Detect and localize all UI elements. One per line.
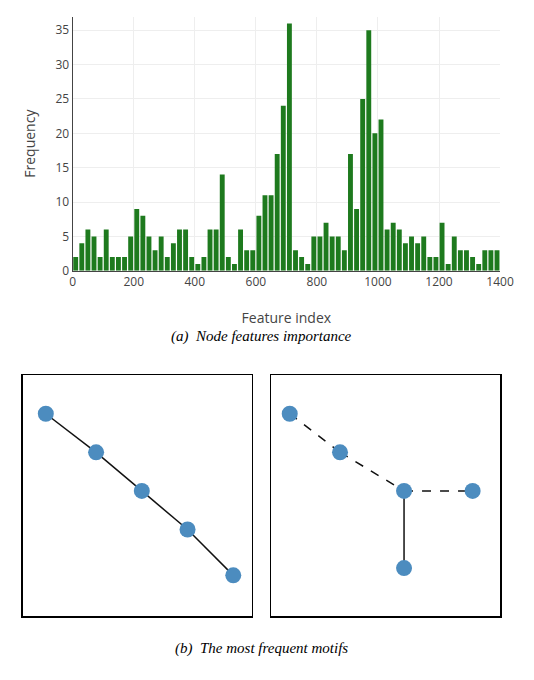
svg-text:5: 5 <box>62 228 69 245</box>
svg-text:20: 20 <box>56 125 70 142</box>
svg-text:400: 400 <box>184 273 205 290</box>
svg-text:35: 35 <box>56 21 70 38</box>
svg-text:600: 600 <box>246 273 267 290</box>
svg-text:1400: 1400 <box>486 273 514 290</box>
svg-text:1000: 1000 <box>364 273 392 290</box>
svg-text:0: 0 <box>69 273 76 290</box>
svg-text:Frequency: Frequency <box>20 109 39 178</box>
svg-text:(a) Node features importance: (a) Node features importance <box>171 328 352 345</box>
svg-text:25: 25 <box>56 90 70 107</box>
svg-text:0: 0 <box>62 262 69 279</box>
svg-text:30: 30 <box>56 56 70 73</box>
svg-text:1200: 1200 <box>425 273 453 290</box>
svg-text:10: 10 <box>56 193 70 210</box>
svg-text:200: 200 <box>123 273 144 290</box>
svg-text:(b) The most frequent motifs: (b) The most frequent motifs <box>175 640 348 657</box>
svg-text:Feature index: Feature index <box>242 308 332 327</box>
svg-text:15: 15 <box>56 159 70 176</box>
svg-text:800: 800 <box>307 273 328 290</box>
